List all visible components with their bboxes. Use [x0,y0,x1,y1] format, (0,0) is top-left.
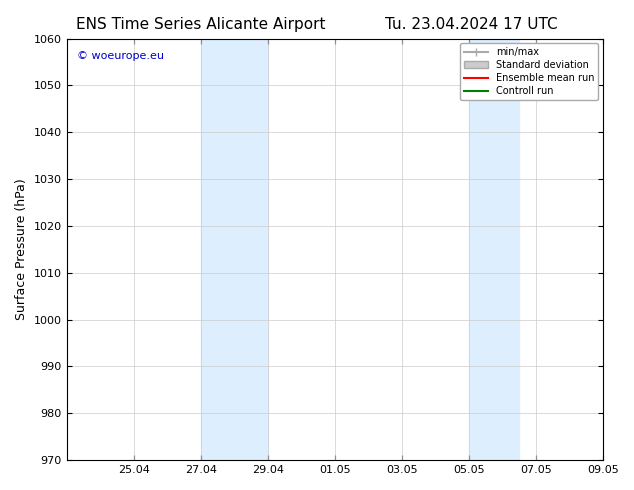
Bar [469,39,519,460]
Text: Tu. 23.04.2024 17 UTC: Tu. 23.04.2024 17 UTC [385,17,558,32]
Bar [201,39,268,460]
Text: ENS Time Series Alicante Airport: ENS Time Series Alicante Airport [76,17,326,32]
Y-axis label: Surface Pressure (hPa): Surface Pressure (hPa) [15,178,28,320]
Legend: min/max, Standard deviation, Ensemble mean run, Controll run: min/max, Standard deviation, Ensemble me… [460,44,598,100]
Text: © woeurope.eu: © woeurope.eu [77,51,164,61]
